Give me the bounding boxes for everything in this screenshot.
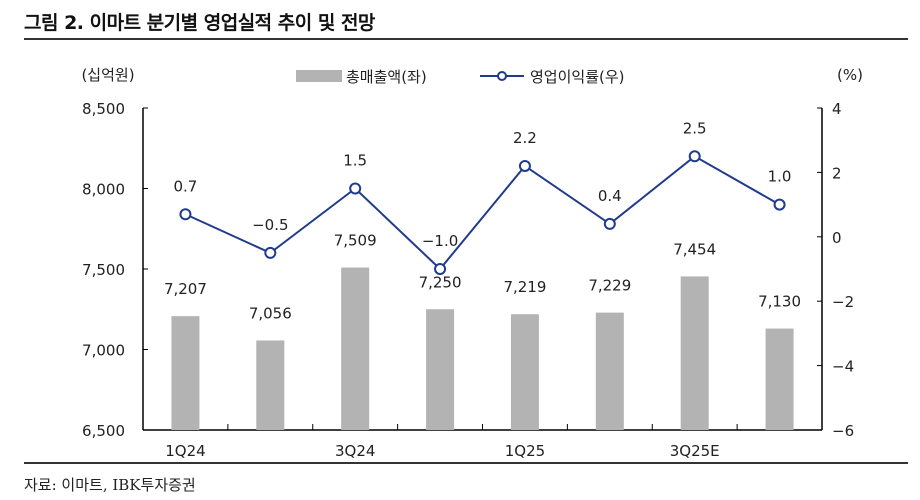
source-note: 자료: 이마트, IBK투자증권: [24, 476, 196, 494]
legend-line-marker: [497, 71, 507, 81]
bar: [171, 316, 200, 430]
x-tick-label: 3Q24: [335, 442, 375, 460]
bar-data-label: 7,229: [588, 277, 631, 295]
bar: [765, 328, 794, 430]
bar-data-label: 7,454: [673, 240, 716, 258]
right-tick-label: 2: [832, 164, 842, 182]
line-data-label: 1.5: [343, 152, 367, 170]
bar: [426, 309, 455, 430]
title-rule: [24, 38, 908, 40]
bar: [341, 267, 370, 430]
bar: [510, 314, 539, 430]
x-tick-label: 3Q25E: [670, 442, 720, 460]
line-data-label: 2.5: [683, 119, 707, 137]
x-tick-label: 1Q25: [505, 442, 545, 460]
x-tick-label: 1Q24: [165, 442, 205, 460]
right-tick-label: −6: [832, 422, 854, 440]
line-marker: [264, 246, 277, 259]
right-tick-label: −2: [832, 293, 854, 311]
line-marker: [434, 263, 447, 275]
bar-data-label: 7,056: [249, 304, 292, 322]
line-marker: [518, 159, 531, 172]
line-data-label: 0.7: [174, 177, 198, 195]
left-axis-unit: (십억원): [81, 66, 134, 84]
line-data-label: 0.4: [598, 187, 622, 205]
figure-title: 그림 2. 이마트 분기별 영업실적 추이 및 전망: [24, 12, 375, 34]
bar-data-label: 7,130: [758, 293, 801, 311]
left-tick-label: 7,000: [82, 342, 125, 360]
bar: [256, 340, 285, 430]
left-tick-label: 7,500: [82, 261, 125, 279]
line-marker: [603, 217, 616, 230]
bar-data-label: 7,219: [503, 278, 546, 296]
right-tick-label: 0: [832, 229, 842, 247]
right-tick-label: −4: [832, 358, 854, 376]
bar-data-label: 7,250: [419, 273, 462, 291]
left-tick-label: 6,500: [82, 422, 125, 440]
line-marker: [773, 198, 786, 211]
bar-data-label: 7,207: [164, 280, 207, 298]
bar-data-label: 7,509: [334, 232, 377, 250]
line-marker: [179, 208, 192, 221]
legend-bar-swatch: [296, 70, 342, 82]
line-data-label: −1.0: [422, 232, 458, 250]
right-axis-unit: (%): [837, 66, 863, 84]
left-tick-label: 8,500: [82, 100, 125, 118]
bar: [595, 312, 624, 430]
line-marker: [349, 182, 362, 195]
legend-line-label: 영업이익률(우): [530, 68, 625, 86]
left-tick-label: 8,000: [82, 181, 125, 199]
line-data-label: 1.0: [768, 168, 792, 186]
margin-line: [185, 155, 781, 271]
right-tick-label: 4: [832, 100, 842, 118]
bar: [680, 276, 709, 430]
footer-rule: [24, 462, 908, 464]
line-data-label: 2.2: [513, 129, 537, 147]
line-data-label: −0.5: [252, 216, 288, 234]
legend-bar-label: 총매출액(좌): [346, 68, 427, 86]
line-marker: [688, 150, 701, 163]
